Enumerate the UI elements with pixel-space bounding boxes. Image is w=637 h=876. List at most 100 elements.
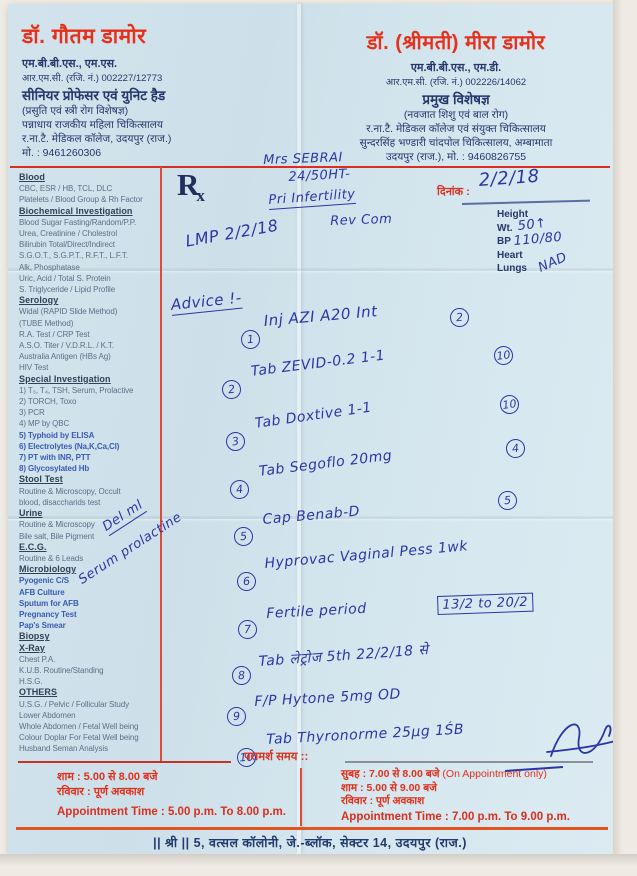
- vitals-label-heart: Heart: [497, 249, 523, 261]
- tests-item: Pregnancy Test: [19, 609, 77, 619]
- rx-symbol: Rx: [177, 167, 205, 211]
- tests-item: Australia Antigen (HBs Ag): [19, 352, 111, 362]
- schedule-left-line: रविवार : पूर्ण अवकाश: [57, 786, 145, 798]
- tests-item: A.S.O. Titer / V.D.R.L. / K.T.: [19, 341, 114, 351]
- doctor-left-block: डॉ. गौतम डामोर एम.बी.बी.एस., एम.एस. आर.ए…: [22, 22, 297, 160]
- doctor-left-hospital-1: पन्नाधाय राजकीय महिला चिकित्सालय: [22, 119, 163, 131]
- signature-icon: [546, 723, 620, 757]
- tests-item: 3) PCR: [19, 408, 45, 418]
- rx-item-date-range: 13/2 to 20/2: [437, 592, 534, 615]
- fold-crease-vertical: [297, 4, 301, 854]
- tests-item: Widal (RAPID Slide Method): [19, 307, 118, 317]
- footer-top-line: [16, 827, 608, 830]
- tests-column-divider: [160, 167, 162, 762]
- doctor-right-hospital-2: सुन्दरसिंह भण्डारी चांदपोल चिकित्सालय, अ…: [359, 137, 553, 149]
- tests-item: Chest P.A.: [19, 654, 56, 664]
- tests-section-heading: X-Ray: [19, 642, 46, 653]
- schedule-right-block: सुबह : 7.00 से 8.00 बजे (On Appointment …: [341, 768, 570, 823]
- tests-item: HIV Test: [19, 363, 49, 373]
- rx-symbol-r: R: [177, 167, 200, 202]
- tests-item: CBC, ESR / HB, TCL, DLC: [19, 184, 113, 194]
- tests-section-heading: Urine: [19, 508, 43, 519]
- tests-section-heading: Microbiology: [19, 564, 77, 575]
- tests-section-heading: Biopsy: [19, 631, 50, 642]
- schedule-right-note: (On Appointment only): [439, 768, 547, 780]
- doctor-right-speciality: (नवजात शिशु एवं बाल रोग): [403, 109, 509, 121]
- tests-item: blood, disaccharids test: [19, 497, 101, 507]
- tests-item: S.G.O.T., S.G.P.T., R.F.T., L.F.T.: [19, 251, 128, 261]
- fold-crease-horizontal-1: [8, 268, 613, 271]
- doctor-right-degree: एम.बी.बी.एस., एम.डी.: [410, 62, 502, 74]
- tests-item: 1) T₃, T₄, TSH, Serum, Prolactive: [19, 385, 134, 395]
- header-divider-line: [10, 166, 610, 168]
- tests-item: Lower Abdomen: [19, 710, 76, 720]
- tests-section-heading: Stool Test: [19, 474, 63, 485]
- vitals-label-lungs: Lungs: [497, 263, 527, 274]
- tests-item: Bile salt, Bile Pigment: [19, 531, 95, 541]
- date-label: दिनांक :: [437, 186, 470, 198]
- tests-item: Platelets / Blood Group & Rh Factor: [19, 195, 143, 205]
- consult-time-heading: परामर्श समय ::: [244, 751, 309, 763]
- doctor-left-mobile: मो. : 9461260306: [22, 147, 102, 159]
- tests-item: Urea, Creatinine / Cholestrol: [19, 229, 118, 239]
- tests-item: Blood Sugar Fasting/Random/P.P.: [19, 217, 137, 227]
- tests-item: Sputum for AFB: [19, 598, 79, 608]
- vitals-label-bp: BP: [497, 236, 511, 247]
- doctor-left-hospital-2: र.ना.टै. मेडिकल कॉलेज, उदयपुर (राज.): [22, 133, 172, 145]
- tests-item: Pyogenic C/S: [19, 576, 69, 586]
- tests-item: Routine & 6 Leads: [19, 553, 84, 563]
- doctor-right-hospital-1: र.ना.टै. मेडिकल कॉलेज एवं संयुक्त चिकित्…: [366, 123, 546, 135]
- footer-address: || श्री || 5, वत्सल कॉलोनी, जे.-ब्लॉक, स…: [153, 836, 467, 850]
- appointment-right: Appointment Time : 7.00 p.m. To 9.00 p.m…: [341, 810, 570, 823]
- schedule-divider: [300, 768, 302, 826]
- schedule-left-line: शाम : 5.00 से 8.00 बजे: [57, 771, 158, 783]
- schedule-right-line: शाम : 5.00 से 9.00 बजे: [341, 781, 437, 794]
- doctor-left-reg: आर.एम.सी. (रजि. नं.) 002227/12773: [22, 73, 163, 84]
- tests-section-heading: Serology: [19, 295, 59, 306]
- tests-item: 5) Typhoid by ELISA: [19, 430, 95, 440]
- tests-item: R.A. Test / CRP Test: [19, 329, 90, 339]
- doctor-right-address: उदयपुर (राज.), मो. : 9460826755: [385, 151, 527, 163]
- appointment-left: Appointment Time : 5.00 p.m. To 8.00 p.m…: [57, 806, 286, 818]
- tests-item: 2) TORCH, Toxo: [19, 397, 77, 407]
- tests-item: Pap's Smear: [19, 621, 66, 631]
- tests-item: 8) Glycosylated Hb: [19, 464, 90, 474]
- tests-item: 4) MP by QBC: [19, 419, 70, 429]
- doctor-right-name: डॉ. (श्रीमती) मीरा डामोर: [366, 32, 546, 54]
- tests-item: Bilirubin Total/Direct/Indirect: [19, 240, 115, 250]
- tests-section-heading: Special Investigation: [19, 373, 111, 384]
- tests-item: Uric, Acid / Total S. Protein: [19, 273, 111, 283]
- tests-section-heading: E.C.G.: [19, 541, 47, 552]
- tests-item: (TUBE Method): [19, 318, 74, 328]
- lab-tests-column: Blood CBC, ESR / HB, TCL, DLC Platelets / …: [19, 172, 161, 755]
- tests-item: Routine & Microscopy: [19, 520, 95, 530]
- consult-time-rule: [345, 761, 593, 763]
- doctor-right-title: प्रमुख विशेषज्ञ: [422, 92, 490, 107]
- vitals-label-height: Height: [497, 209, 529, 220]
- tests-item: H.S.G.: [19, 677, 43, 687]
- tests-section-heading: Blood: [19, 172, 45, 182]
- tests-section-heading: Biochemical Investigation: [19, 205, 133, 216]
- tests-item: Husband Seman Analysis: [19, 744, 108, 754]
- date-handwritten: 2/2/18: [478, 165, 541, 191]
- patient-name-handwritten: Mrs SEBRAI: [263, 150, 344, 168]
- tests-column-bottom-line: [18, 761, 231, 763]
- doctor-left-degree: एम.बी.बी.एस., एम.एस.: [22, 58, 118, 70]
- tests-item: 6) Electrolytes (Na,K,Ca,Cl): [19, 441, 120, 451]
- tests-item: Alk, Phosphatase: [19, 262, 80, 272]
- tests-item: Routine & Microscopy, Occult: [19, 486, 121, 496]
- scan-edge-bottom: [0, 854, 637, 876]
- tests-item: AFB Culture: [19, 587, 65, 597]
- tests-item: S. Triglyceride / Lipid Profile: [19, 285, 116, 295]
- tests-item: U.S.G. / Pelvic / Follicular Study: [19, 699, 129, 709]
- doctor-left-speciality: (प्रसुति एवं स्त्री रोग विशेषज्ञ): [22, 105, 129, 117]
- vitals-block: Height Wt. BP Heart Lungs: [497, 208, 528, 276]
- rx-symbol-x: x: [196, 186, 205, 205]
- schedule-left-block: शाम : 5.00 से 8.00 बजे रविवार : पूर्ण अवक…: [57, 770, 286, 818]
- vitals-label-wt: Wt.: [497, 222, 513, 234]
- tests-item: Colour Doplar For Fetal Well being: [19, 733, 139, 743]
- doctor-right-block: डॉ. (श्रीमती) मीरा डामोर एम.बी.बी.एस., ए…: [310, 28, 602, 164]
- tests-item: 7) PT with INR, PTT: [19, 453, 91, 463]
- tests-item: K.U.B. Routine/Standing: [19, 665, 104, 675]
